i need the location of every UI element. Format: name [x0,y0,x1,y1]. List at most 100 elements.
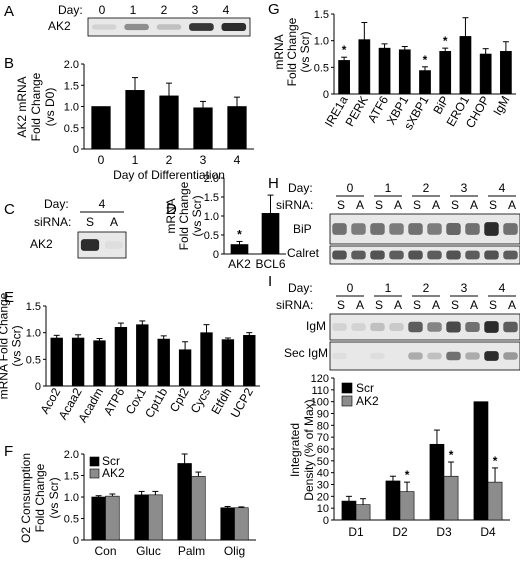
lane-label: A [470,198,478,212]
blot-band [503,223,518,235]
y-axis-label: (vs Scr) [47,477,61,518]
blot-band [221,23,247,31]
bar [191,476,206,541]
y-tick-label: 1.5 [64,80,79,92]
blot-band [427,223,442,235]
y-tick-label: 2.0 [64,449,79,461]
y-tick-label: 1.5 [204,192,219,204]
legend-swatch [89,468,100,479]
lane-label: S [337,298,345,312]
blot-band [389,250,404,260]
blot-band [465,321,480,333]
blot-band [370,250,385,260]
day-number: 3 [192,3,199,17]
y-axis-label: (vs Scr) [298,31,312,72]
y-tick-label: 70 [317,432,329,444]
bar [378,47,391,95]
day-label: Day: [288,181,313,195]
blot-band [408,352,423,360]
bar [177,463,192,541]
bar [125,90,145,150]
y-tick-label: 1.5 [314,9,329,21]
bar [159,95,179,150]
x-tick-label: BCL6 [255,257,285,271]
blot-band [370,352,385,360]
legend-label: Scr [356,381,374,395]
blot-H-calret [329,245,520,265]
panel-letter-C: C [4,201,15,218]
y-tick-label: 40 [317,468,329,480]
bar [419,70,431,95]
bar [193,107,213,150]
panel-letter-F: F [4,443,13,460]
lane-label: S [413,298,421,312]
blot-band [446,222,461,236]
y-tick-label: 1.0 [64,492,79,504]
day-label: Day: [288,281,313,295]
blot-band [427,352,442,360]
day-number: 1 [385,281,392,295]
day-number: 4 [499,181,506,195]
significance-star: * [493,454,498,468]
lane-label: A [470,298,478,312]
chart-E: 0 0.5 1.0 1.5 [26,301,260,393]
day-number: 2 [423,181,430,195]
blot-band [156,24,182,30]
blot-band [484,321,499,333]
y-axis-label: mRNA [164,198,178,233]
bar [261,213,280,255]
significance-star: * [237,227,242,241]
blot-band [332,223,347,235]
significance-star: * [342,43,347,57]
chart-F: 0 0.5 1.0 1.5 2.0 [64,449,256,547]
panel-letter-E: E [4,289,14,306]
panel-letter-G: G [268,1,280,18]
y-tick-label: 0 [73,144,79,156]
blot-label: IgM [306,319,326,333]
blot-I-igm [329,313,520,341]
bar [338,60,350,95]
blot-band [332,250,347,260]
panel-letter-B: B [4,55,14,72]
y-tick-label: 0.5 [314,62,329,74]
bar [200,332,213,387]
blot-band [370,322,385,332]
y-tick-label: 0 [323,515,329,527]
x-tick-label: Gluc [136,544,161,558]
bar [439,51,452,95]
bar [93,340,106,387]
blot-band [332,323,347,331]
bar [220,507,235,541]
y-tick-label: 1.0 [26,328,41,340]
legend-swatch [341,382,353,394]
chart-D: 0 0.5 1.0 1.5 2.0 * [204,173,286,261]
panel-letter-D: D [166,201,177,218]
x-tick-label: 4 [234,153,241,167]
y-tick-label: 20 [317,491,329,503]
bar [134,494,149,541]
x-tick-label: Con [94,544,116,558]
blot-band [427,322,442,332]
bar [227,106,247,150]
x-tick-label: Cpt1b [142,385,170,420]
blot-I-secigm [329,341,520,371]
y-tick-label: 30 [317,480,329,492]
blot-band [389,323,404,331]
y-axis-label: (vs Scr) [190,195,204,236]
blot-C [77,231,127,259]
blot-band [465,223,480,235]
blot-band [408,250,423,260]
blot-band [104,241,124,249]
lane-label: A [394,198,402,212]
bar [358,39,371,95]
day-number: 3 [461,281,468,295]
lane-label: A [356,198,364,212]
bar [178,349,192,387]
bar [230,244,249,255]
blot-band [389,223,404,235]
significance-star: * [449,448,454,462]
blot-band [484,222,499,236]
x-tick-label: AK2 [228,257,251,271]
bar [91,106,111,150]
